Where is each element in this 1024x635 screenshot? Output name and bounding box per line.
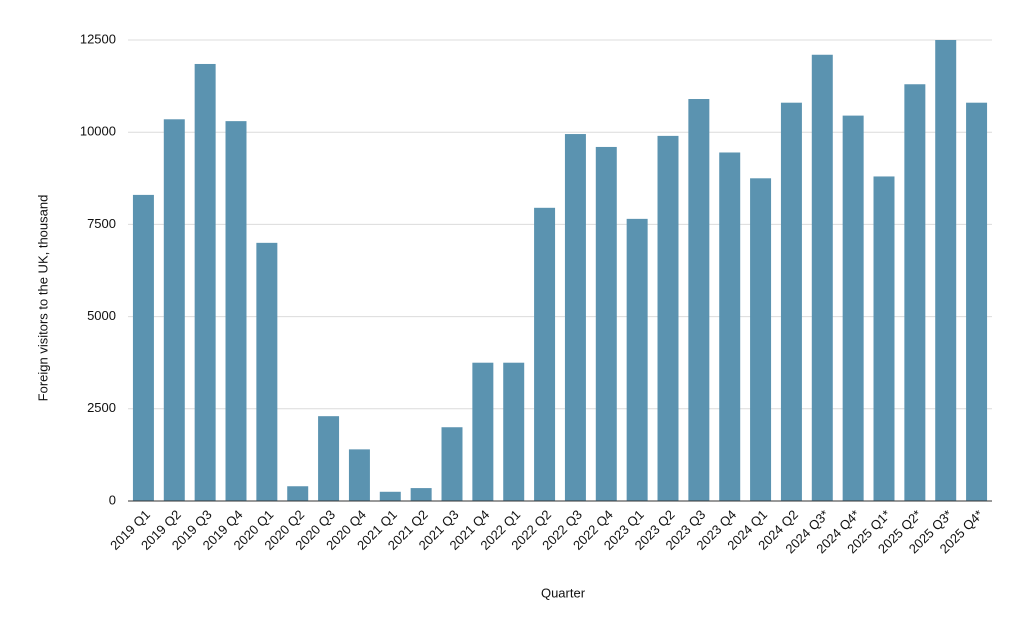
bar [688, 99, 710, 502]
bar [348, 449, 370, 501]
y-axis-title: Foreign visitors to the UK, thousand [35, 195, 50, 402]
bar [410, 488, 432, 501]
bar [719, 152, 741, 501]
bar [873, 176, 895, 501]
y-tick-label: 0 [109, 492, 116, 507]
bar [287, 486, 309, 501]
bar [750, 178, 772, 502]
bar [132, 194, 154, 501]
bar [780, 102, 802, 502]
bar [225, 121, 247, 502]
bar [472, 362, 494, 501]
bar [503, 362, 525, 501]
bar [163, 119, 185, 502]
bar [318, 416, 340, 501]
x-axis-title: Quarter [541, 585, 586, 600]
bar [626, 218, 648, 502]
bar [194, 63, 216, 502]
y-tick-label: 2500 [87, 400, 116, 415]
bar [657, 135, 679, 501]
y-tick-label: 12500 [80, 31, 116, 46]
y-tick-label: 7500 [87, 216, 116, 231]
bar [811, 54, 833, 501]
bar [534, 207, 556, 501]
bar [379, 491, 401, 501]
bar [564, 134, 586, 501]
bar [842, 115, 864, 501]
bar [935, 40, 957, 501]
bar [256, 242, 278, 501]
bar [966, 102, 988, 502]
y-tick-label: 5000 [87, 308, 116, 323]
bar [595, 146, 617, 501]
bar [441, 427, 463, 501]
y-tick-label: 10000 [80, 124, 116, 139]
bar [904, 84, 926, 502]
